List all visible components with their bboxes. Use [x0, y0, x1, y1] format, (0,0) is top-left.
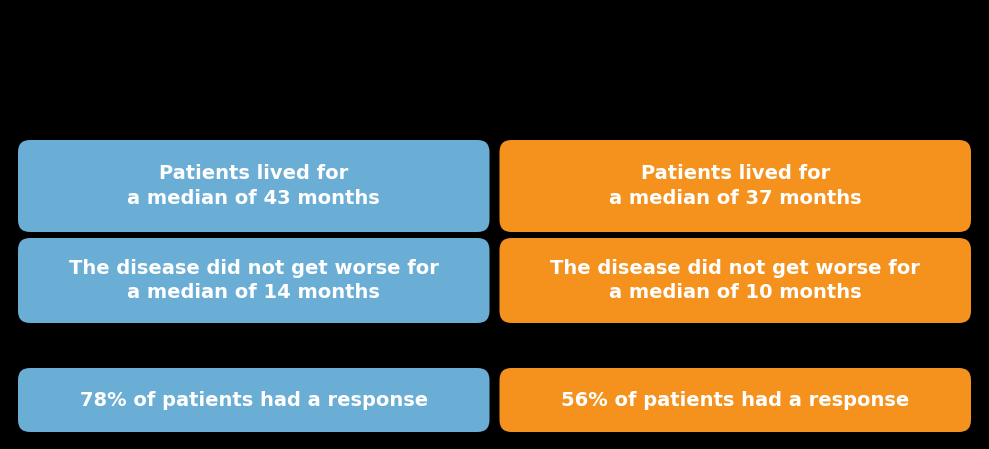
FancyBboxPatch shape — [499, 368, 971, 432]
FancyBboxPatch shape — [499, 238, 971, 323]
FancyBboxPatch shape — [18, 238, 490, 323]
Text: 78% of patients had a response: 78% of patients had a response — [80, 391, 428, 409]
FancyBboxPatch shape — [18, 368, 490, 432]
Text: 56% of patients had a response: 56% of patients had a response — [561, 391, 909, 409]
Text: Patients lived for
a median of 37 months: Patients lived for a median of 37 months — [609, 164, 861, 208]
Text: The disease did not get worse for
a median of 10 months: The disease did not get worse for a medi… — [550, 259, 920, 303]
FancyBboxPatch shape — [499, 140, 971, 232]
FancyBboxPatch shape — [18, 140, 490, 232]
Text: Patients lived for
a median of 43 months: Patients lived for a median of 43 months — [128, 164, 380, 208]
Text: The disease did not get worse for
a median of 14 months: The disease did not get worse for a medi… — [69, 259, 439, 303]
